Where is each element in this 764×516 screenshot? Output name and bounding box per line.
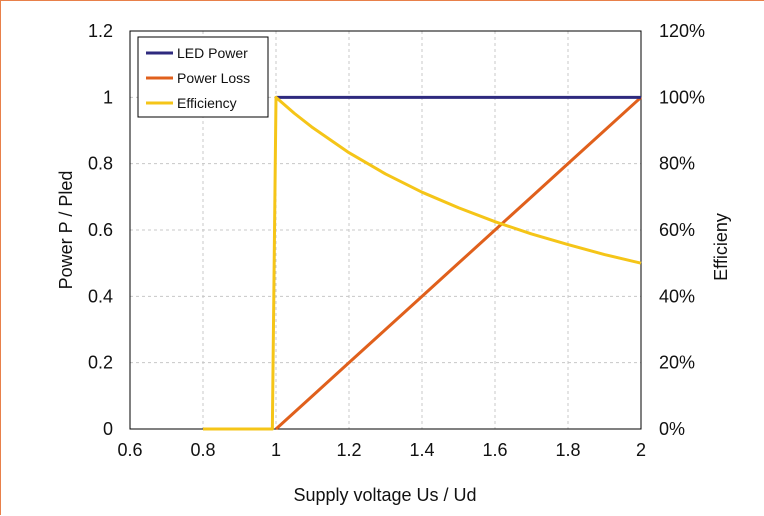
y2-tick-label: 0% xyxy=(659,419,685,439)
series-line-efficiency xyxy=(203,95,642,431)
x-tick-label: 1.6 xyxy=(482,440,507,460)
x-axis-title: Supply voltage Us / Ud xyxy=(293,485,476,505)
plot-area-border xyxy=(129,30,642,430)
y2-axis-ticks: 0% 20% 40% 60% 80% 100% 120% xyxy=(659,21,705,439)
y-tick-label: 0.8 xyxy=(88,154,113,174)
y-axis-ticks: 0 0.2 0.4 0.6 0.8 1 1.2 xyxy=(88,21,113,439)
y-tick-label: 0.6 xyxy=(88,220,113,240)
y2-tick-label: 120% xyxy=(659,21,705,41)
y-tick-label: 1.2 xyxy=(88,21,113,41)
x-tick-label: 0.6 xyxy=(117,440,142,460)
y2-tick-label: 80% xyxy=(659,154,695,174)
legend-label-led-power: LED Power xyxy=(177,45,248,61)
y-tick-label: 0 xyxy=(103,419,113,439)
y-tick-label: 0.2 xyxy=(88,353,113,373)
x-tick-label: 0.8 xyxy=(190,440,215,460)
x-tick-label: 1.2 xyxy=(336,440,361,460)
x-tick-label: 1 xyxy=(271,440,281,460)
y-tick-label: 1 xyxy=(103,87,113,107)
x-tick-label: 2 xyxy=(636,440,646,460)
legend-label-efficiency: Efficiency xyxy=(177,95,237,111)
x-axis-ticks: 0.6 0.8 1 1.2 1.4 1.6 1.8 2 xyxy=(117,440,646,460)
legend-label-power-loss: Power Loss xyxy=(177,70,250,86)
y2-tick-label: 60% xyxy=(659,220,695,240)
y2-tick-label: 100% xyxy=(659,87,705,107)
y2-axis-title: Efficieny xyxy=(711,213,731,281)
x-tick-label: 1.4 xyxy=(409,440,434,460)
y2-tick-label: 40% xyxy=(659,286,695,306)
series-lines xyxy=(203,95,643,431)
y-tick-label: 0.4 xyxy=(88,286,113,306)
series-line-power-loss xyxy=(274,96,643,431)
x-tick-label: 1.8 xyxy=(555,440,580,460)
y2-tick-label: 20% xyxy=(659,353,695,373)
y-axis-title: Power P / Pled xyxy=(56,171,76,290)
legend: LED Power Power Loss Efficiency xyxy=(137,36,269,118)
